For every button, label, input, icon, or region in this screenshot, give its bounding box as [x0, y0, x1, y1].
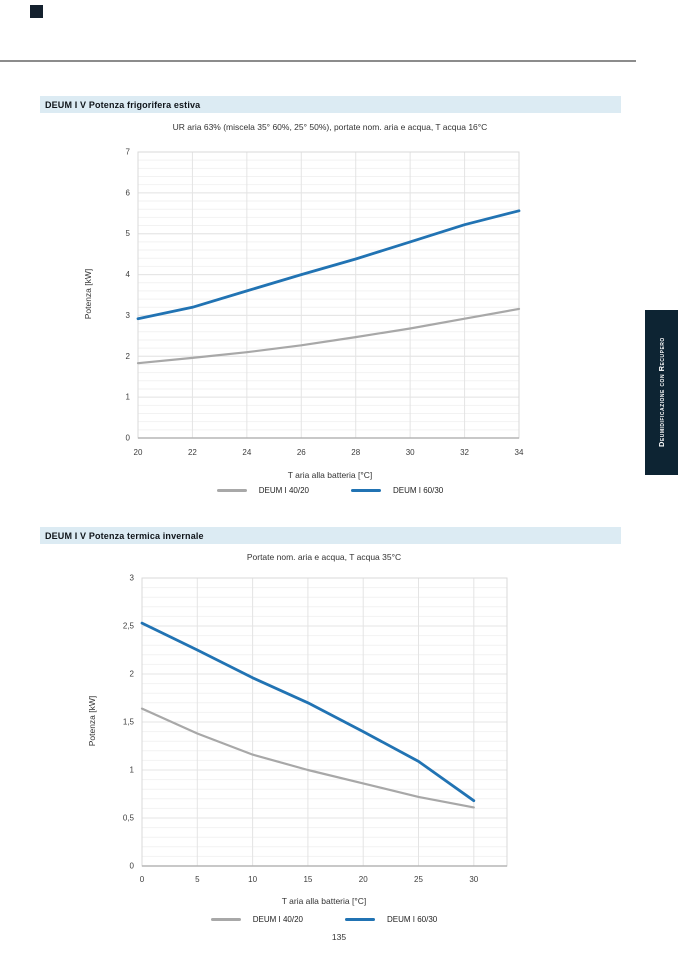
x-axis-label-heating: T aria alla batteria [°C] [281, 896, 367, 906]
legend-label: DEUM I 40/20 [252, 915, 303, 924]
page-number: 135 [331, 932, 347, 942]
series-swatch-blue [345, 918, 375, 921]
chart-title-heating: Portate nom. aria e acqua, T acqua 35°C [246, 552, 402, 562]
corner-mark [30, 5, 43, 18]
y-tick-label: 0 [126, 434, 131, 443]
y-tick-label: 4 [126, 270, 131, 279]
y-tick-label: 1,5 [123, 718, 135, 727]
x-tick-label: 22 [188, 448, 197, 457]
x-tick-label: 34 [515, 448, 524, 457]
y-tick-label: 1 [126, 393, 131, 402]
section-banner-label: DEUM I V Potenza frigorifera estiva [45, 99, 201, 110]
y-tick-label: 0,5 [123, 814, 135, 823]
legend-heating: DEUM I 40/20 DEUM I 60/30 [94, 915, 554, 924]
chart-title-cooling: UR aria 63% (miscela 35° 60%, 25° 50%), … [172, 122, 488, 132]
x-tick-label: 20 [359, 875, 368, 884]
x-tick-label: 15 [303, 875, 312, 884]
y-tick-label: 3 [126, 311, 131, 320]
legend-label: DEUM I 60/30 [387, 915, 438, 924]
series-line [136, 209, 521, 321]
section-banner-label: DEUM I V Potenza termica invernale [45, 530, 204, 541]
x-tick-label: 30 [469, 875, 478, 884]
header-divider-line [0, 60, 636, 62]
x-tick-label: 5 [195, 875, 200, 884]
y-tick-label: 3 [130, 574, 135, 583]
series-swatch-gray [216, 489, 247, 492]
y-tick-label: 6 [126, 188, 131, 197]
series-line [140, 621, 476, 803]
series-swatch-gray [210, 918, 241, 921]
legend-cooling: DEUM I 40/20 DEUM I 60/30 [100, 486, 560, 495]
legend-item: DEUM I 40/20 [210, 915, 303, 924]
legend-item: DEUM I 60/30 [345, 915, 437, 924]
series-swatch-blue [351, 489, 381, 492]
legend-item: DEUM I 40/20 [216, 486, 309, 495]
x-tick-label: 26 [297, 448, 306, 457]
x-tick-label: 32 [460, 448, 469, 457]
section-banner-heating: DEUM I V Potenza termica invernale [40, 527, 621, 544]
y-tick-label: 2 [126, 352, 131, 361]
y-tick-label: 1 [130, 766, 135, 775]
section-banner-cooling: DEUM I V Potenza frigorifera estiva [40, 96, 621, 113]
x-tick-label: 30 [406, 448, 415, 457]
y-tick-label: 2 [130, 670, 135, 679]
x-tick-label: 20 [134, 448, 143, 457]
y-tick-label: 2,5 [123, 622, 135, 631]
x-tick-label: 24 [242, 448, 251, 457]
y-tick-label: 0 [130, 862, 135, 871]
y-tick-label: 5 [126, 229, 131, 238]
series-line [136, 307, 521, 365]
x-tick-label: 25 [414, 875, 423, 884]
legend-label: DEUM I 60/30 [393, 486, 444, 495]
side-tab: Deumidificazione con Recupero [645, 310, 678, 475]
x-tick-label: 0 [140, 875, 145, 884]
y-tick-label: 7 [126, 148, 131, 157]
x-tick-label: 10 [248, 875, 257, 884]
legend-label: DEUM I 40/20 [258, 486, 309, 495]
legend-item: DEUM I 60/30 [351, 486, 443, 495]
series-line [140, 707, 475, 809]
x-axis-label-cooling: T aria alla batteria [°C] [287, 470, 373, 480]
x-tick-label: 28 [351, 448, 360, 457]
